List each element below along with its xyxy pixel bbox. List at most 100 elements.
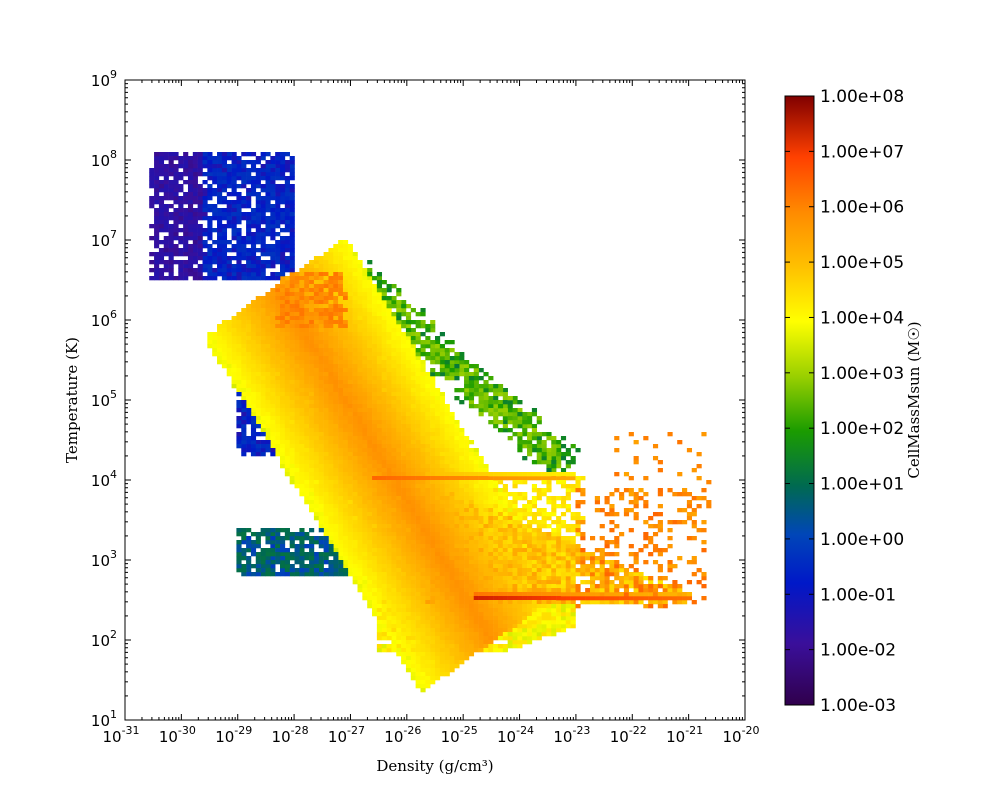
heatmap-cell (347, 464, 353, 469)
heatmap-cell (376, 284, 383, 289)
heatmap-cell (517, 600, 523, 605)
heatmap-cell (250, 368, 257, 373)
heatmap-cell (328, 248, 334, 253)
heatmap-cell (599, 580, 605, 585)
heatmap-cell (405, 580, 412, 585)
heatmap-cell (405, 364, 412, 369)
heatmap-cell (304, 344, 310, 349)
heatmap-cell (265, 328, 271, 333)
heatmap-cell (236, 388, 242, 393)
heatmap-cell (372, 332, 378, 337)
heatmap-cell (430, 436, 436, 441)
heatmap-cell (430, 640, 436, 645)
heatmap-cell (284, 268, 290, 273)
heatmap-cell (512, 556, 518, 561)
heatmap-cell (381, 440, 387, 445)
heatmap-cell (376, 440, 383, 445)
heatmap-cell (444, 372, 450, 377)
heatmap-cell (362, 368, 368, 373)
heatmap-cell (565, 484, 571, 489)
heatmap-cell (565, 496, 571, 501)
heatmap-cell (464, 588, 470, 593)
heatmap-cell (444, 468, 450, 473)
heatmap-cell (328, 500, 334, 505)
heatmap-cell (410, 360, 416, 365)
heatmap-cell (386, 528, 392, 533)
heatmap-cell (362, 472, 368, 477)
heatmap-cell (522, 604, 528, 609)
heatmap-cell (541, 536, 547, 541)
heatmap-cell (682, 520, 688, 525)
heatmap-cell (318, 432, 324, 437)
heatmap-cell (430, 356, 436, 361)
heatmap-cell (318, 484, 324, 489)
heatmap-cell (246, 404, 252, 409)
heatmap-cell (415, 648, 421, 653)
heatmap-cell (430, 680, 436, 685)
heatmap-cell (488, 632, 494, 637)
heatmap-cell (604, 512, 610, 517)
heatmap-cell (405, 648, 412, 653)
heatmap-cell (381, 588, 387, 593)
heatmap-cell (439, 580, 445, 585)
heatmap-cell (522, 584, 528, 589)
heatmap-cell (381, 548, 387, 553)
heatmap-cell (265, 336, 271, 341)
heatmap-cell (173, 276, 179, 281)
heatmap-cell (556, 540, 562, 545)
heatmap-cell (386, 384, 392, 389)
heatmap-cell (372, 436, 378, 441)
heatmap-cell (265, 376, 271, 381)
heatmap-cell (386, 580, 392, 585)
heatmap-cell (323, 392, 329, 397)
heatmap-cell (396, 324, 402, 329)
heatmap-cell (512, 624, 518, 629)
heatmap-cell (333, 368, 339, 373)
heatmap-cell (662, 596, 668, 601)
heatmap-cell (551, 604, 557, 609)
heatmap-cell (376, 464, 383, 469)
heatmap-cell (231, 344, 237, 349)
heatmap-cell (241, 388, 247, 393)
heatmap-cell (255, 416, 261, 421)
heatmap-cell (425, 604, 431, 609)
heatmap-cell (391, 624, 397, 629)
heatmap-cell (275, 200, 281, 205)
heatmap-cell (444, 364, 450, 369)
heatmap-cell (468, 624, 475, 629)
heatmap-cell (483, 400, 489, 405)
heatmap-cell (338, 356, 344, 361)
heatmap-cell (362, 308, 368, 313)
heatmap-cell (381, 644, 387, 649)
heatmap-cell (541, 616, 547, 621)
heatmap-cell (275, 344, 281, 349)
heatmap-cell (275, 384, 281, 389)
heatmap-cell (158, 252, 165, 257)
heatmap-cell (284, 376, 290, 381)
heatmap-cell (430, 360, 436, 365)
heatmap-cell (497, 392, 504, 397)
heatmap-cell (323, 260, 329, 265)
heatmap-cell (187, 260, 194, 265)
heatmap-cell (493, 548, 499, 553)
heatmap-cell (275, 420, 281, 425)
heatmap-cell (546, 456, 552, 461)
heatmap-cell (333, 496, 339, 501)
heatmap-cell (333, 400, 339, 405)
heatmap-cell (347, 280, 353, 285)
heatmap-cell (357, 276, 363, 281)
heatmap-cell (391, 384, 397, 389)
heatmap-cell (531, 608, 538, 613)
heatmap-cell (401, 360, 407, 365)
heatmap-cell (352, 396, 358, 401)
heatmap-cell (163, 236, 169, 241)
heatmap-cell (405, 440, 412, 445)
heatmap-cell (614, 512, 620, 517)
heatmap-cell (527, 476, 533, 481)
heatmap-cell (333, 448, 339, 453)
heatmap-cell (357, 368, 363, 373)
heatmap-cell (478, 600, 484, 605)
heatmap-cell (483, 600, 489, 605)
heatmap-cell (405, 472, 412, 477)
heatmap-cell (512, 568, 518, 573)
